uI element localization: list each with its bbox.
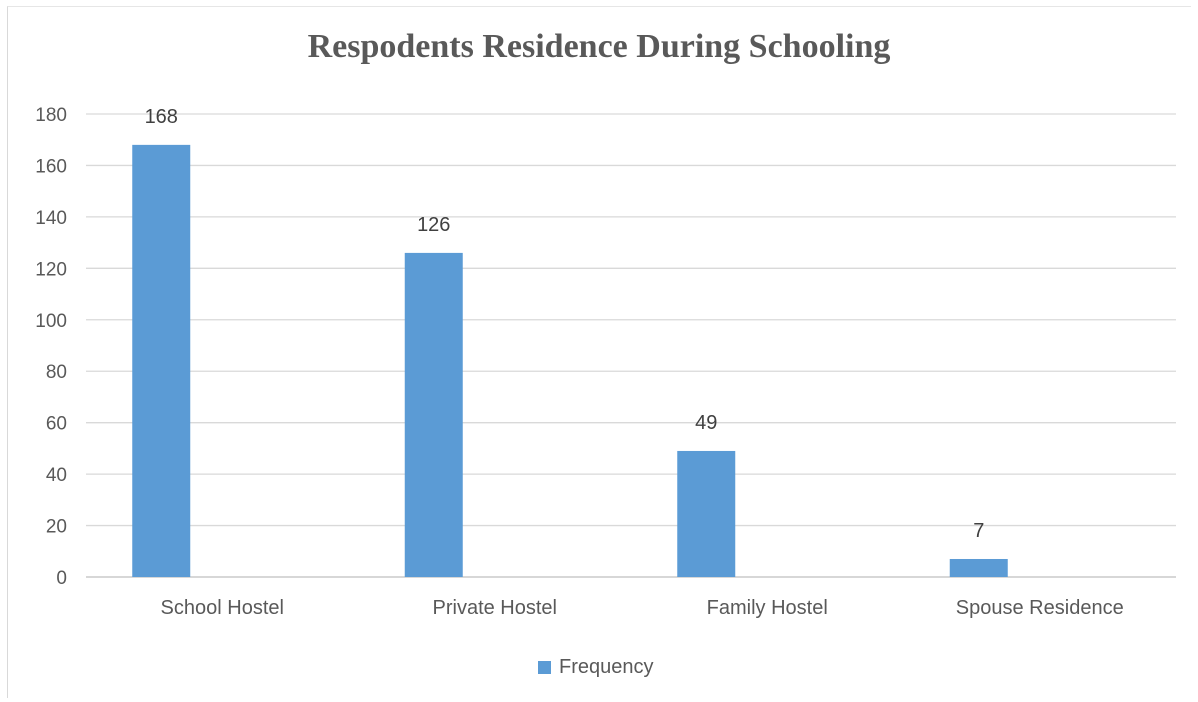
gridlines (86, 113, 1176, 578)
y-tick-label: 120 (35, 259, 67, 280)
bars (132, 144, 1008, 577)
y-tick-label: 20 (46, 517, 67, 538)
y-axis: 0 20 40 60 80 100 120 140 160 180 (35, 105, 67, 589)
bar (677, 450, 736, 577)
x-axis: School Hostel Private Hostel Family Hostel… (161, 597, 1124, 619)
data-label: 7 (973, 520, 984, 542)
legend-label: Frequency (559, 656, 654, 678)
bar (132, 144, 191, 577)
y-tick-label: 60 (46, 414, 67, 435)
data-labels: 168 126 49 7 (145, 106, 985, 542)
legend-swatch (538, 661, 551, 674)
y-tick-label: 80 (46, 362, 67, 383)
y-tick-label: 40 (46, 465, 67, 486)
data-label: 126 (417, 214, 450, 236)
bar (949, 558, 1008, 577)
data-label: 168 (145, 106, 178, 128)
bar (404, 252, 463, 577)
x-category-label: Family Hostel (707, 597, 828, 619)
y-tick-label: 100 (35, 311, 67, 332)
y-tick-label: 140 (35, 208, 67, 229)
y-tick-label: 160 (35, 156, 67, 177)
x-category-label: Spouse Residence (956, 597, 1124, 619)
legend: Frequency (538, 656, 654, 679)
chart-frame (7, 6, 1191, 698)
y-tick-label: 180 (35, 105, 67, 126)
chart-title: Respodents Residence During Schooling (307, 28, 891, 65)
data-label: 49 (695, 412, 717, 434)
y-tick-label: 0 (56, 568, 67, 589)
x-category-label: Private Hostel (433, 597, 558, 619)
x-category-label: School Hostel (161, 597, 284, 619)
